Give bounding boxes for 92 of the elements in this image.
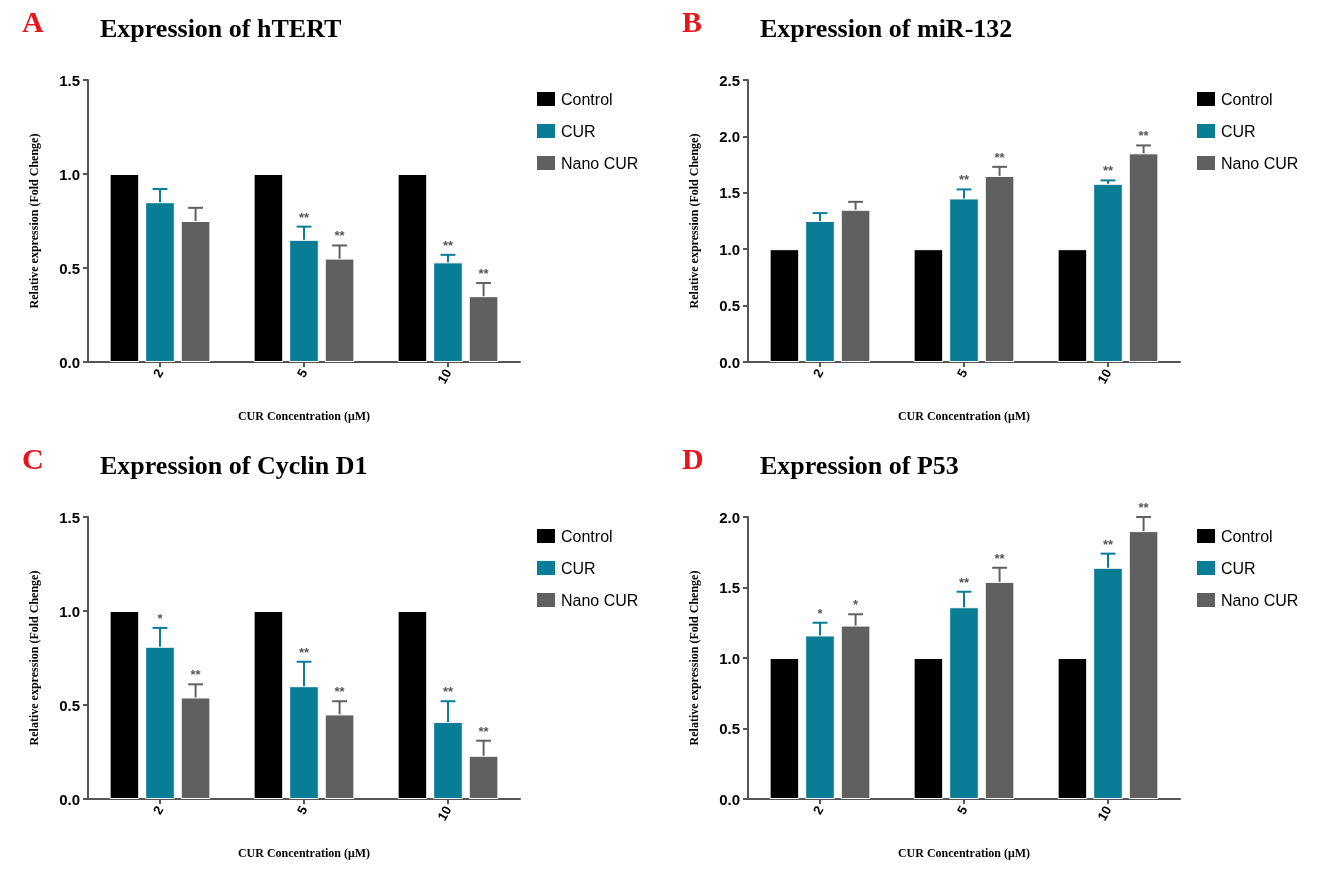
x-tick-label: 10 xyxy=(434,366,455,387)
x-tick-label: 2 xyxy=(149,803,167,818)
legend-label: Nano CUR xyxy=(1221,591,1299,609)
data-label: * xyxy=(157,610,164,626)
y-tick-label: 1.5 xyxy=(59,508,80,526)
y-tick-label: 0.0 xyxy=(719,790,740,808)
legend-label: Control xyxy=(561,90,613,108)
data-label: * xyxy=(817,605,824,621)
y-axis-title: Relative expression (Fold Chenge) xyxy=(27,570,41,746)
y-tick-label: 1.0 xyxy=(59,165,80,183)
data-label: ** xyxy=(994,149,1006,165)
bar xyxy=(769,249,800,362)
y-tick-label: 1.0 xyxy=(719,649,740,667)
legend-label: Control xyxy=(1221,90,1273,108)
y-tick-label: 1.5 xyxy=(719,579,740,596)
data-label: ** xyxy=(478,723,490,739)
y-tick-label: 2.0 xyxy=(719,127,740,145)
data-label: * xyxy=(853,597,860,613)
data-label: ** xyxy=(334,684,346,700)
data-label: ** xyxy=(1138,128,1150,144)
legend-label: CUR xyxy=(1221,122,1256,140)
y-tick-label: 0.5 xyxy=(719,297,740,315)
x-tick-label: 2 xyxy=(809,803,827,818)
y-tick-label: 0.0 xyxy=(719,353,740,371)
y-tick-label: 0.0 xyxy=(59,790,80,808)
x-axis-title: CUR Concentration (μM) xyxy=(237,846,371,860)
bar xyxy=(1093,183,1123,362)
y-axis-title: Relative expression (Fold Chenge) xyxy=(687,133,701,309)
y-tick-label: 1.0 xyxy=(59,602,80,620)
text: B xyxy=(682,4,703,38)
text: D xyxy=(682,441,704,475)
y-axis-title: Relative expression (Fold Chenge) xyxy=(27,133,41,309)
bar xyxy=(1057,658,1088,799)
y-tick-label: 2.5 xyxy=(719,71,740,89)
y-tick-label: 0.5 xyxy=(59,259,80,277)
data-label: ** xyxy=(1138,500,1150,515)
x-axis-title: CUR Concentration (μM) xyxy=(897,846,1031,860)
data-label: ** xyxy=(1102,536,1114,552)
x-tick-label: 10 xyxy=(434,803,455,824)
chart-title: Expression of miR-132 xyxy=(760,13,1013,43)
bar xyxy=(109,611,140,799)
data-label: ** xyxy=(442,237,454,253)
x-tick-label: 2 xyxy=(149,366,167,381)
bar xyxy=(397,611,428,799)
bar xyxy=(253,611,284,799)
text: C xyxy=(22,441,44,475)
x-axis-title: CUR Concentration (μM) xyxy=(897,409,1031,423)
data-label: ** xyxy=(442,684,454,700)
chart-title: Expression of P53 xyxy=(760,450,959,480)
data-label: ** xyxy=(958,172,970,188)
bar xyxy=(397,174,428,362)
y-tick-label: 1.5 xyxy=(59,71,80,89)
data-label: ** xyxy=(334,228,346,244)
y-tick-label: 1.0 xyxy=(719,240,740,258)
y-tick-label: 2.0 xyxy=(719,508,740,526)
y-tick-label: 0.0 xyxy=(59,353,80,371)
data-label: ** xyxy=(298,209,310,225)
x-tick-label: 5 xyxy=(953,803,971,818)
x-tick-label: 10 xyxy=(1094,366,1115,387)
x-tick-label: 5 xyxy=(293,803,311,818)
data-label: ** xyxy=(994,550,1006,566)
chart-title: Expression of hTERT xyxy=(100,13,342,43)
legend-label: CUR xyxy=(561,559,596,577)
bar xyxy=(913,249,944,362)
data-label: ** xyxy=(298,644,310,660)
legend-label: Nano CUR xyxy=(561,591,639,609)
y-tick-label: 1.5 xyxy=(719,184,740,202)
y-tick-label: 0.5 xyxy=(59,696,80,714)
chart-title: Expression of Cyclin D1 xyxy=(100,450,368,480)
bar xyxy=(109,174,140,362)
data-label: ** xyxy=(190,667,202,683)
y-tick-label: 0.5 xyxy=(719,720,740,737)
legend-label: Nano CUR xyxy=(1221,154,1299,172)
data-label: ** xyxy=(958,574,970,590)
x-tick-label: 2 xyxy=(809,366,827,381)
text: A xyxy=(22,4,44,38)
data-label: ** xyxy=(1102,163,1114,179)
x-axis-title: CUR Concentration (μM) xyxy=(237,409,371,423)
y-axis-title: Relative expression (Fold Chenge) xyxy=(687,570,701,746)
legend-label: Nano CUR xyxy=(561,154,639,172)
legend-label: CUR xyxy=(1221,559,1256,577)
x-tick-label: 10 xyxy=(1094,803,1115,824)
legend-label: CUR xyxy=(561,122,596,140)
bar xyxy=(913,658,944,799)
data-label: ** xyxy=(478,266,490,282)
x-tick-label: 5 xyxy=(293,366,311,381)
bar xyxy=(1057,249,1088,362)
bar xyxy=(253,174,284,362)
legend-label: Control xyxy=(561,527,613,545)
legend-label: Control xyxy=(1221,527,1273,545)
bar xyxy=(769,658,800,799)
x-tick-label: 5 xyxy=(953,366,971,381)
